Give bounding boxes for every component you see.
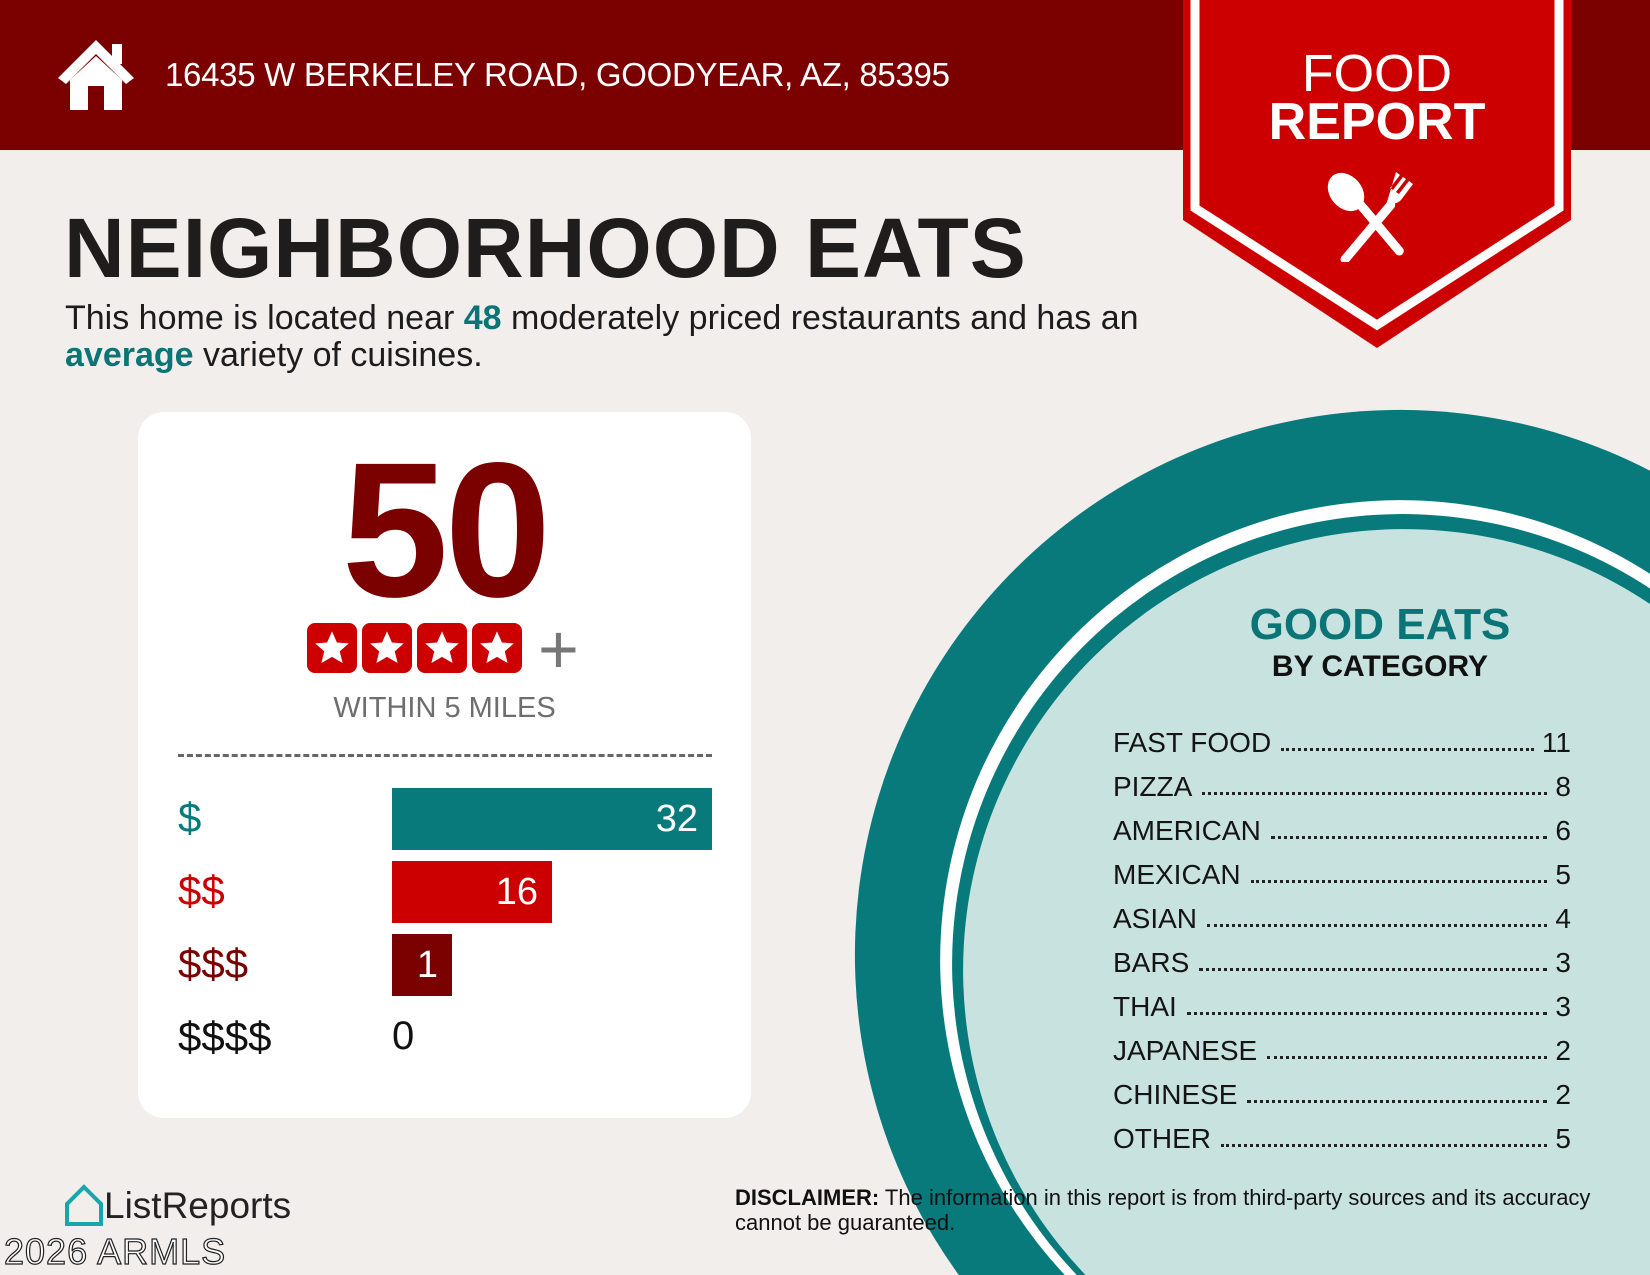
price-tier-bar: 16 — [392, 861, 552, 923]
restaurant-count: 48 — [463, 299, 502, 337]
summary-text: This home is located near 48 moderately … — [65, 300, 1185, 374]
price-tier-label: $$ — [178, 867, 225, 914]
spoon-fork-icon — [1327, 172, 1413, 262]
watermark: 2026 ARMLS — [3, 1231, 227, 1272]
star-icon — [362, 623, 412, 673]
price-tier-bar: 1 — [392, 934, 452, 996]
category-row: CHINESE 2 — [1113, 1067, 1571, 1111]
category-count: 5 — [1555, 859, 1571, 890]
page-title: NEIGHBORHOOD EATS — [64, 201, 1027, 295]
category-row: AMERICAN 6 — [1113, 803, 1571, 847]
dot-leader — [1207, 924, 1548, 927]
category-count: 2 — [1555, 1079, 1571, 1110]
category-name: OTHER — [1113, 1123, 1211, 1154]
category-row: FAST FOOD 11 — [1113, 715, 1571, 759]
disclaimer-label: DISCLAIMER: — [735, 1185, 880, 1210]
dot-leader — [1281, 748, 1534, 751]
star-rating — [307, 623, 522, 673]
dot-leader — [1267, 1056, 1548, 1059]
price-tier-label: $ — [178, 794, 202, 841]
category-name: FAST FOOD — [1113, 727, 1272, 758]
food-report-badge — [1183, 0, 1571, 348]
price-tier-label: $$$ — [178, 940, 249, 987]
category-row: ASIAN 4 — [1113, 891, 1571, 935]
dot-leader — [1202, 792, 1548, 795]
dot-leader — [1186, 1012, 1548, 1015]
dot-leader — [1250, 880, 1548, 883]
category-name: THAI — [1113, 991, 1177, 1022]
category-name: MEXICAN — [1113, 859, 1241, 890]
category-row: OTHER 5 — [1113, 1111, 1571, 1155]
category-count: 5 — [1555, 1123, 1571, 1154]
category-count: 4 — [1555, 903, 1571, 934]
dot-leader — [1270, 836, 1548, 839]
restaurant-count-card — [138, 412, 751, 1118]
category-count: 3 — [1555, 991, 1571, 1022]
category-count: 2 — [1555, 1035, 1571, 1066]
category-count: 3 — [1555, 947, 1571, 978]
good-eats-subtitle: BY CATEGORY — [1271, 650, 1489, 683]
badge-line2: REPORT — [1268, 93, 1486, 151]
total-restaurants: 50 — [341, 422, 552, 637]
summary-mid: moderately priced restaurants and has an — [501, 299, 1139, 337]
divider — [178, 754, 712, 757]
category-name: AMERICAN — [1113, 815, 1261, 846]
summary-pre: This home is located near — [65, 299, 464, 337]
plate-center — [963, 529, 1650, 1275]
badge-line1: FOOD — [1301, 45, 1453, 103]
property-address: 16435 W BERKELEY ROAD, GOODYEAR, AZ, 853… — [165, 56, 950, 93]
distance-label: WITHIN 5 MILES — [333, 692, 556, 724]
category-count: 11 — [1541, 727, 1571, 758]
price-tier-value: 0 — [392, 1014, 415, 1058]
category-name: ASIAN — [1113, 903, 1198, 934]
star-icon — [307, 623, 357, 673]
category-name: JAPANESE — [1113, 1035, 1258, 1066]
plus-sign: + — [538, 610, 579, 688]
star-icon — [417, 623, 467, 673]
price-tier-bar: 32 — [392, 788, 712, 850]
category-name: CHINESE — [1113, 1079, 1238, 1110]
category-row: PIZZA 8 — [1113, 759, 1571, 803]
logo-text: ListReports — [104, 1185, 292, 1226]
category-count: 8 — [1555, 771, 1571, 802]
category-name: BARS — [1113, 947, 1190, 978]
category-list: FAST FOOD 11 PIZZA 8 AMERICAN 6 MEXICAN 5 ASIAN 4… — [1113, 715, 1571, 1155]
category-name: PIZZA — [1113, 771, 1193, 802]
star-icon — [472, 623, 522, 673]
logo-house-icon — [65, 1184, 103, 1226]
listreports-logo: ListReports — [64, 1184, 291, 1228]
category-count: 6 — [1555, 815, 1571, 846]
house-icon — [58, 40, 134, 110]
dot-leader — [1199, 968, 1548, 971]
disclaimer: DISCLAIMER: The information in this repo… — [735, 1185, 1595, 1235]
badge-title: FOOD REPORT — [1183, 45, 1571, 151]
category-row: THAI 3 — [1113, 979, 1571, 1023]
dot-leader — [1221, 1144, 1548, 1147]
category-row: JAPANESE 2 — [1113, 1023, 1571, 1067]
variety-rating: average — [65, 336, 194, 374]
category-row: BARS 3 — [1113, 935, 1571, 979]
price-tier-label: $$$$ — [178, 1013, 272, 1060]
category-row: MEXICAN 5 — [1113, 847, 1571, 891]
summary-post: variety of cuisines. — [193, 336, 483, 374]
disclaimer-text: The information in this report is from t… — [735, 1185, 1591, 1235]
dot-leader — [1247, 1100, 1548, 1103]
good-eats-title: GOOD EATS — [1249, 600, 1511, 649]
